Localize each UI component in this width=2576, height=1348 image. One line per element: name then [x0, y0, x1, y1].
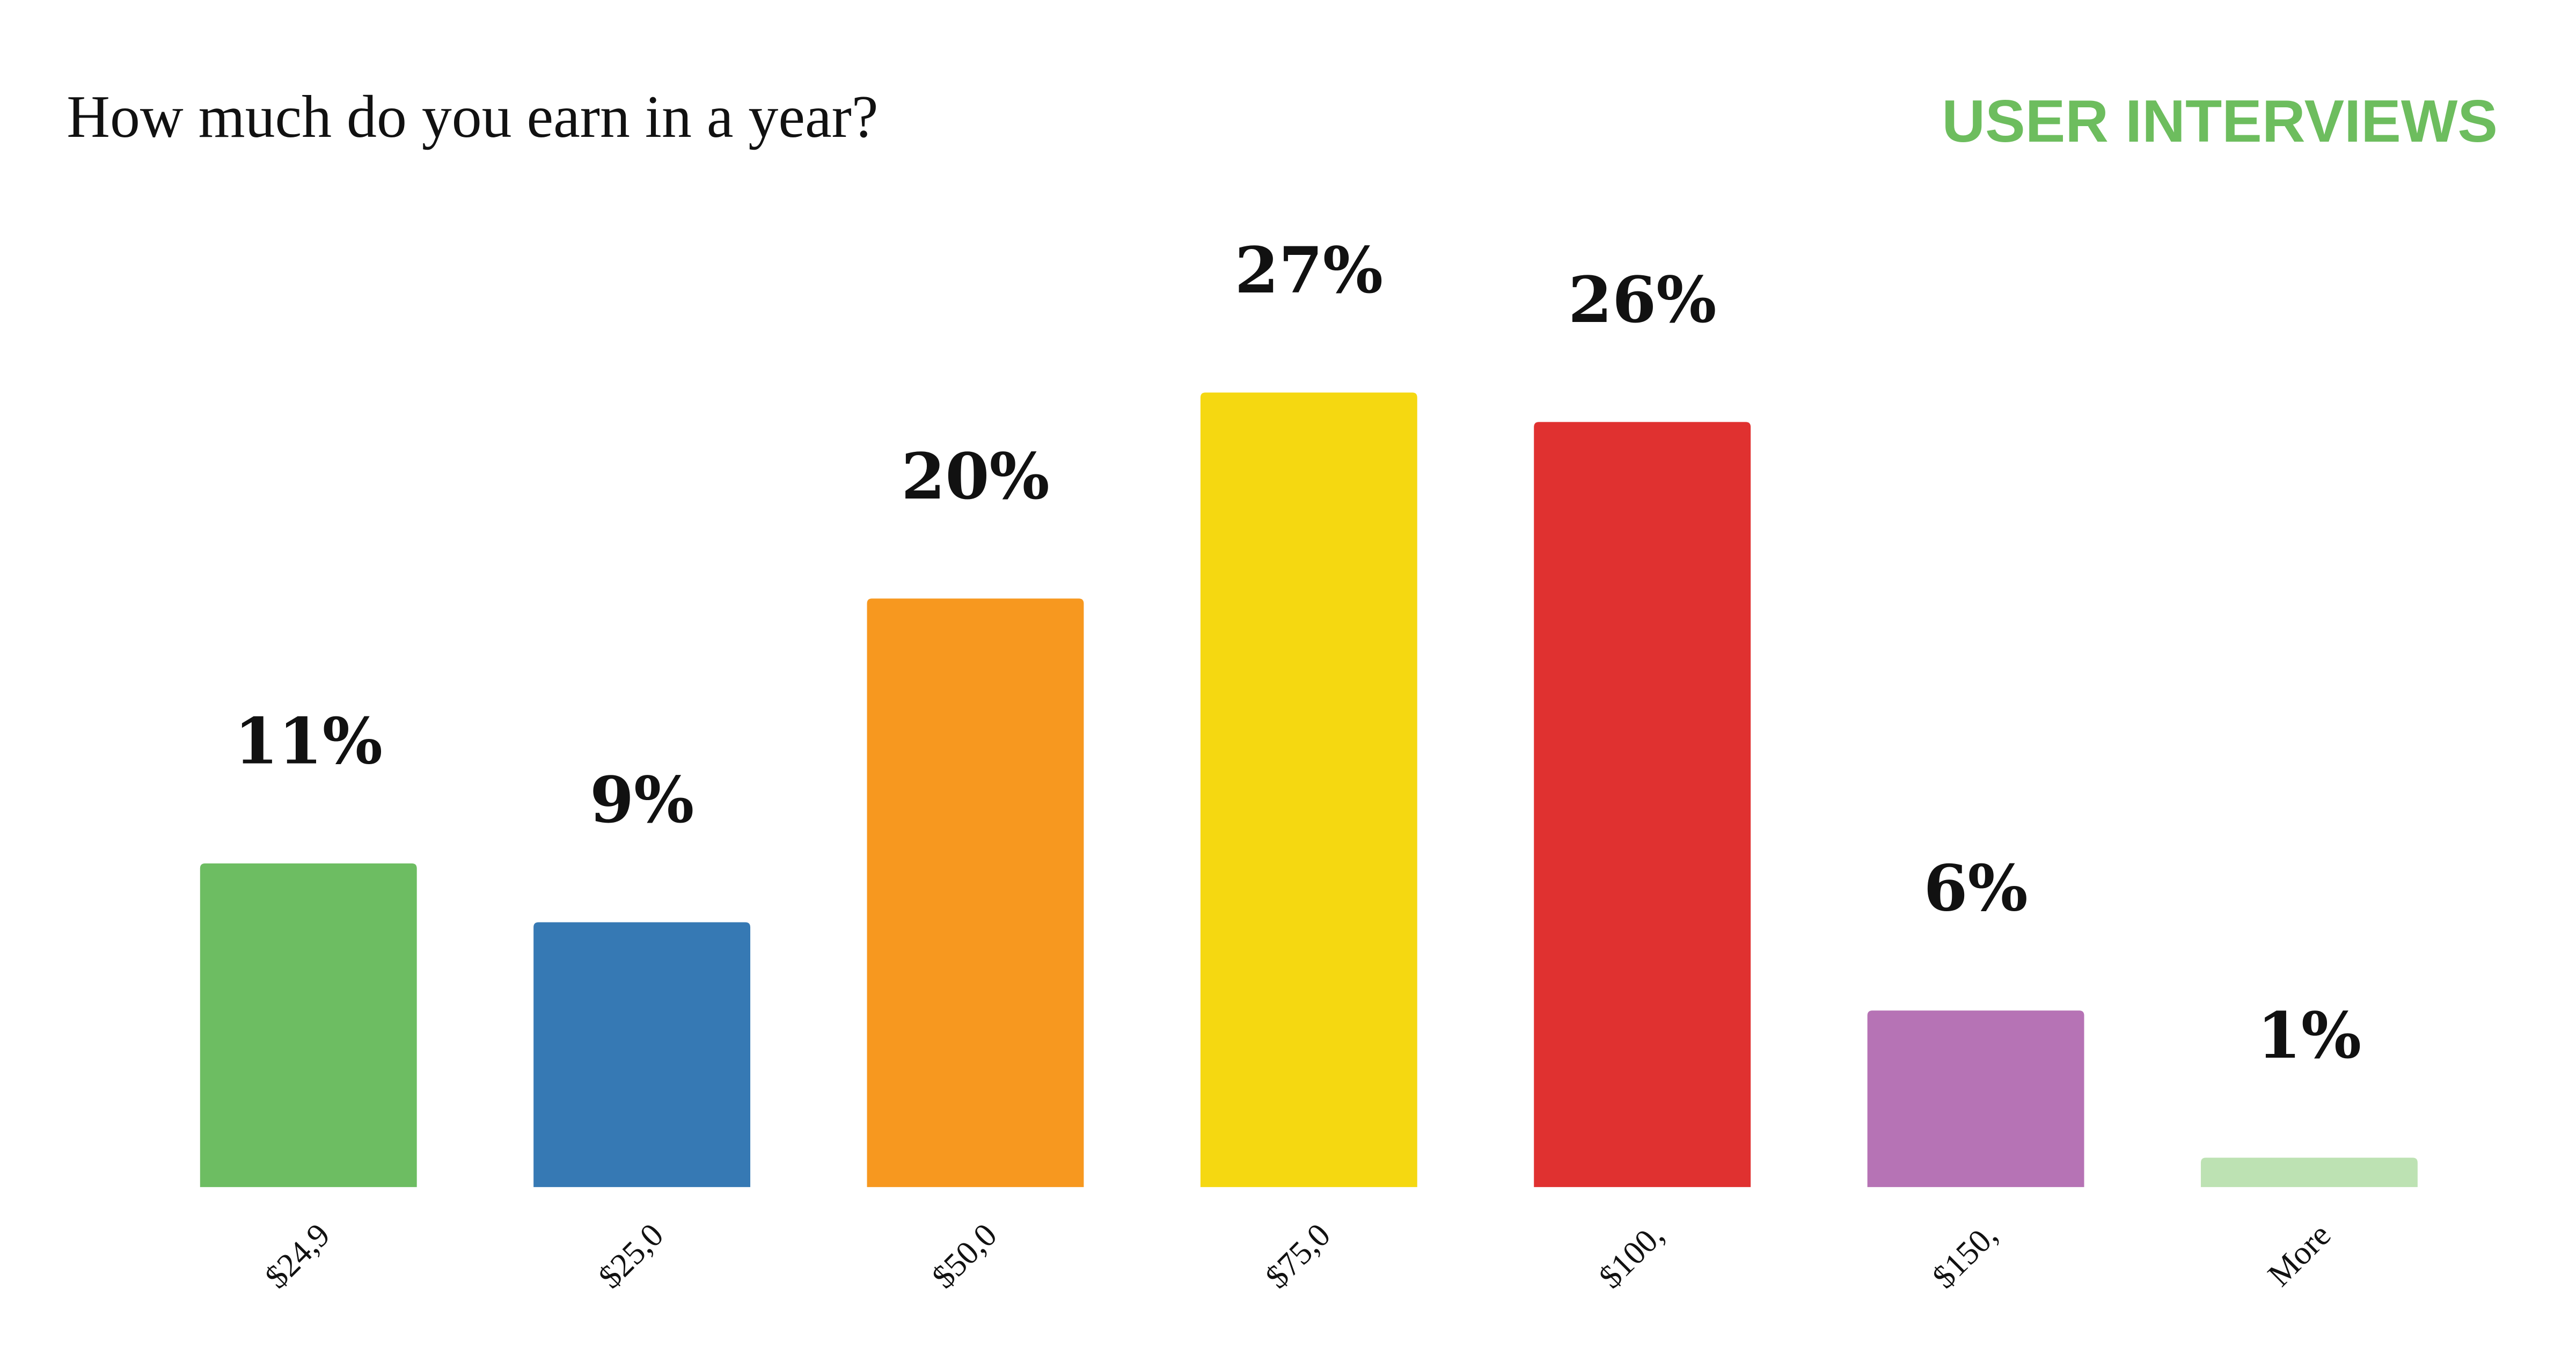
value-label: 1% — [2257, 998, 2361, 1073]
x-tick-label: $50,0 — [925, 1217, 1004, 1295]
chart-title: How much do you earn in a year? — [67, 84, 878, 150]
x-tick-label: More — [2261, 1217, 2338, 1293]
bar — [1534, 422, 1751, 1188]
bar — [533, 922, 751, 1188]
bar — [1200, 392, 1417, 1188]
value-label: 26% — [1568, 262, 1716, 337]
value-label: 6% — [1923, 851, 2028, 926]
x-tick-label: $150, — [1926, 1217, 2004, 1295]
brand-logo: USER INTERVIEWS — [1942, 87, 2498, 155]
bar — [2200, 1157, 2418, 1188]
value-label: 27% — [1235, 233, 1383, 307]
x-tick-label: $24,9 — [258, 1217, 337, 1295]
bar — [200, 863, 417, 1188]
value-label: 20% — [901, 439, 1049, 514]
bar — [867, 598, 1084, 1188]
bar — [1867, 1010, 2084, 1188]
x-tick-label: $25,0 — [592, 1217, 671, 1295]
x-tick-label: $75,0 — [1258, 1217, 1337, 1295]
x-tick-label: $100, — [1592, 1217, 1671, 1295]
value-label: 9% — [590, 763, 694, 837]
value-label: 11% — [235, 704, 383, 779]
